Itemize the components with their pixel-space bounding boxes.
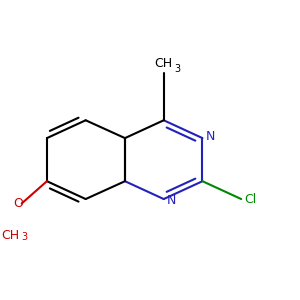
Text: 3: 3 [174, 64, 181, 74]
Text: N: N [205, 130, 215, 143]
Text: N: N [167, 194, 176, 207]
Text: CH: CH [155, 57, 173, 70]
Text: Cl: Cl [244, 193, 256, 206]
Text: CH: CH [1, 229, 19, 242]
Text: O: O [13, 197, 23, 210]
Text: 3: 3 [21, 232, 27, 242]
